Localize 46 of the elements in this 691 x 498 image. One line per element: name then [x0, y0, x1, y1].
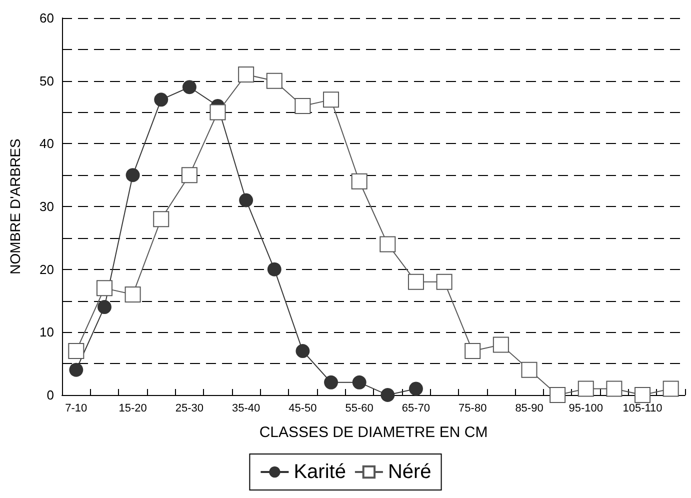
y-tick-label: 30 [40, 199, 54, 214]
point [324, 375, 338, 390]
x-axis-title: CLASSES DE DIAMETRE EN CM [259, 424, 488, 441]
y-tick-label: 50 [40, 73, 54, 88]
point [153, 211, 170, 228]
point [126, 168, 140, 182]
point [210, 104, 226, 120]
y-tick-label: 20 [40, 262, 54, 277]
x-tick-label: 45-50 [288, 402, 317, 414]
legend-label: Néré [388, 461, 432, 483]
x-tick-label: 95-100 [568, 402, 604, 414]
legend-label: Karité [294, 461, 346, 483]
point [408, 274, 424, 290]
point [181, 167, 198, 184]
x-tick-label: 25-30 [175, 402, 204, 414]
point [606, 380, 622, 397]
y-axis-title: NOMBRE D'ARBRES [7, 138, 23, 274]
point [408, 382, 423, 396]
point [267, 262, 282, 276]
point [96, 280, 112, 296]
y-tick-label: 60 [40, 10, 54, 26]
point [578, 380, 594, 397]
x-tick-label: 105-110 [622, 402, 662, 414]
x-tick-label: 55-60 [345, 402, 374, 414]
x-tick-label: 35-40 [232, 402, 260, 414]
x-tick-label: 7-10 [65, 402, 88, 414]
point [380, 388, 395, 402]
x-tick-label: 75-80 [458, 402, 487, 414]
point [239, 193, 254, 208]
point [97, 300, 112, 314]
point [182, 80, 196, 94]
x-tick-label: 65-70 [402, 402, 430, 414]
point [492, 336, 509, 353]
point [154, 92, 168, 107]
point [352, 375, 366, 390]
x-tick-label: 85-90 [515, 402, 544, 414]
point [296, 344, 310, 358]
y-tick-label: 10 [40, 324, 54, 340]
point [380, 236, 396, 252]
point [521, 362, 538, 378]
y-tick-label: 0 [46, 388, 54, 402]
point [69, 362, 84, 377]
point [266, 72, 282, 89]
y-tick-label: 40 [40, 136, 54, 152]
point [351, 173, 368, 190]
x-tick-label: 15-20 [118, 402, 147, 414]
